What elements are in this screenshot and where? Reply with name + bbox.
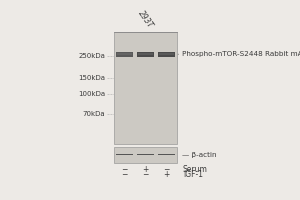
Bar — [159, 53, 174, 55]
Text: −: − — [122, 170, 128, 179]
Bar — [158, 52, 175, 57]
Text: +: + — [142, 165, 149, 174]
Text: 70kDa: 70kDa — [82, 111, 105, 117]
Bar — [114, 32, 177, 144]
Bar — [137, 154, 154, 155]
Text: Phospho-mTOR-S2448 Rabbit mAb: Phospho-mTOR-S2448 Rabbit mAb — [182, 51, 300, 57]
Text: 250kDa: 250kDa — [78, 53, 105, 59]
Text: +: + — [164, 170, 170, 179]
Text: — β-actin: — β-actin — [182, 152, 216, 158]
Text: 293T: 293T — [136, 9, 155, 30]
Bar — [116, 154, 133, 155]
Text: −: − — [122, 165, 128, 174]
Bar — [137, 52, 154, 57]
Text: 150kDa: 150kDa — [78, 75, 105, 81]
Text: IGF-1: IGF-1 — [183, 170, 203, 179]
Bar — [138, 53, 153, 55]
Bar — [117, 53, 132, 55]
Text: Serum: Serum — [183, 165, 208, 174]
Bar — [114, 147, 177, 163]
Bar — [158, 154, 175, 155]
Text: 100kDa: 100kDa — [78, 91, 105, 97]
Text: −: − — [164, 165, 170, 174]
Bar — [116, 52, 133, 57]
Text: −: − — [142, 170, 149, 179]
